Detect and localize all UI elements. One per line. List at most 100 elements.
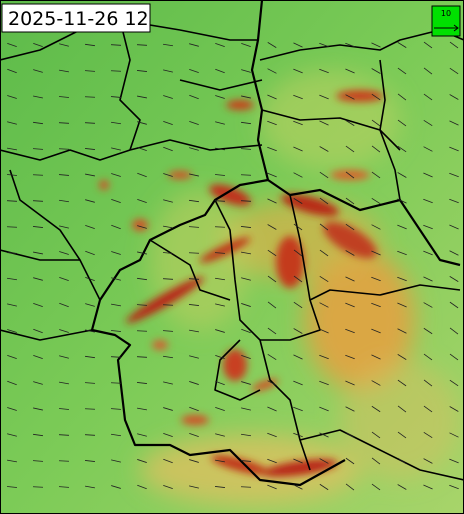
wind-arrow xyxy=(240,433,252,437)
wind-arrow xyxy=(423,458,433,464)
wind-arrow xyxy=(449,458,459,464)
wind-arrow xyxy=(7,380,17,386)
wind-arrow xyxy=(163,432,173,438)
wind-arrow xyxy=(449,301,459,309)
wind-arrow xyxy=(449,94,459,100)
wind-arrow xyxy=(293,380,303,386)
wind-arrow xyxy=(7,68,17,74)
wind-arrow xyxy=(32,433,44,437)
wind-arrow xyxy=(6,277,18,281)
wind-arrow xyxy=(241,354,251,360)
wind-arrow xyxy=(6,174,18,176)
wind-arrow xyxy=(293,354,303,360)
wind-arrow xyxy=(6,252,18,254)
wind-arrow xyxy=(32,121,44,125)
wind-arrow xyxy=(371,68,381,74)
wind-arrow xyxy=(32,486,44,488)
wind-arrow xyxy=(137,484,147,490)
wind-arrow xyxy=(33,354,43,360)
wind-arrow xyxy=(397,119,407,127)
wind-arrow xyxy=(267,380,277,386)
wind-arrow xyxy=(345,406,355,412)
wind-arrow xyxy=(449,41,459,49)
wind-arrow xyxy=(189,147,199,151)
wind-arrow xyxy=(293,458,303,464)
wind-arrow xyxy=(241,251,251,255)
wind-arrow xyxy=(345,380,355,386)
wind-arrow xyxy=(214,226,226,228)
wind-arrow xyxy=(423,484,433,490)
wind-arrow xyxy=(111,198,121,204)
wind-arrow xyxy=(162,304,174,306)
wind-arrow xyxy=(319,171,329,179)
wind-arrow xyxy=(345,483,355,491)
wind-arrow xyxy=(215,433,225,437)
wind-arrow xyxy=(371,198,381,204)
wind-arrow xyxy=(111,173,121,177)
wind-arrow xyxy=(59,381,69,385)
wind-arrow xyxy=(189,406,199,412)
wind-arrow xyxy=(215,407,225,411)
wind-arrow xyxy=(189,329,199,333)
wind-arrow xyxy=(163,199,173,203)
wind-arrow xyxy=(371,119,381,127)
wind-arrow xyxy=(397,145,407,153)
wind-arrow xyxy=(85,199,95,203)
wind-arrow xyxy=(319,354,329,360)
wind-arrow xyxy=(136,70,148,72)
wind-arrow xyxy=(58,434,70,436)
wind-arrow xyxy=(136,330,148,332)
wind-arrow xyxy=(111,147,121,151)
wind-arrow xyxy=(449,172,459,178)
wind-arrow xyxy=(423,405,433,413)
wind-arrow xyxy=(345,171,355,179)
wind-arrow xyxy=(33,381,43,385)
wind-arrow xyxy=(345,250,355,256)
wind-arrow xyxy=(163,407,173,411)
wind-arrow xyxy=(397,405,407,413)
wind-arrow xyxy=(163,225,173,229)
wind-arrow xyxy=(319,223,329,231)
wind-arrow xyxy=(162,355,174,359)
wind-arrow xyxy=(345,432,355,438)
wind-arrow xyxy=(84,148,96,150)
wind-field xyxy=(140,70,460,505)
wind-arrow xyxy=(59,355,69,359)
wind-arrow xyxy=(59,302,69,308)
wind-arrow xyxy=(110,356,122,358)
wind-arrow xyxy=(345,68,355,74)
wind-arrow xyxy=(371,42,381,48)
wind-arrow xyxy=(449,406,459,412)
wind-arrow xyxy=(423,379,433,387)
wind-arrow xyxy=(7,95,17,99)
wind-arrow xyxy=(397,354,407,360)
wind-arrow xyxy=(7,433,17,437)
wind-arrow xyxy=(397,93,407,101)
wind-arrow xyxy=(136,304,148,306)
wind-arrow xyxy=(58,460,70,462)
wind-arrow xyxy=(267,68,277,74)
wind-arrow xyxy=(397,172,407,178)
wind-arrow xyxy=(241,328,251,334)
wind-arrow xyxy=(162,252,174,254)
wind-arrow xyxy=(319,432,329,438)
wind-arrow xyxy=(293,94,303,100)
wind-arrow xyxy=(85,485,95,489)
wind-arrow xyxy=(7,303,17,307)
wind-arrow xyxy=(163,381,173,385)
wind-arrow xyxy=(32,226,44,228)
wind-arrow xyxy=(59,69,69,73)
wind-arrow xyxy=(84,434,96,436)
wind-arrow xyxy=(293,198,303,204)
wind-arrow xyxy=(215,95,225,99)
wind-arrow xyxy=(293,223,303,231)
wind-arrow xyxy=(7,329,17,333)
wind-arrow xyxy=(371,431,381,439)
wind-arrow xyxy=(397,457,407,465)
wind-arrow xyxy=(371,354,381,360)
wind-arrow xyxy=(449,276,459,282)
wind-arrow xyxy=(137,95,147,99)
wind-arrow xyxy=(371,276,381,282)
wind-arrow xyxy=(319,68,329,74)
wind-arrow xyxy=(345,94,355,100)
